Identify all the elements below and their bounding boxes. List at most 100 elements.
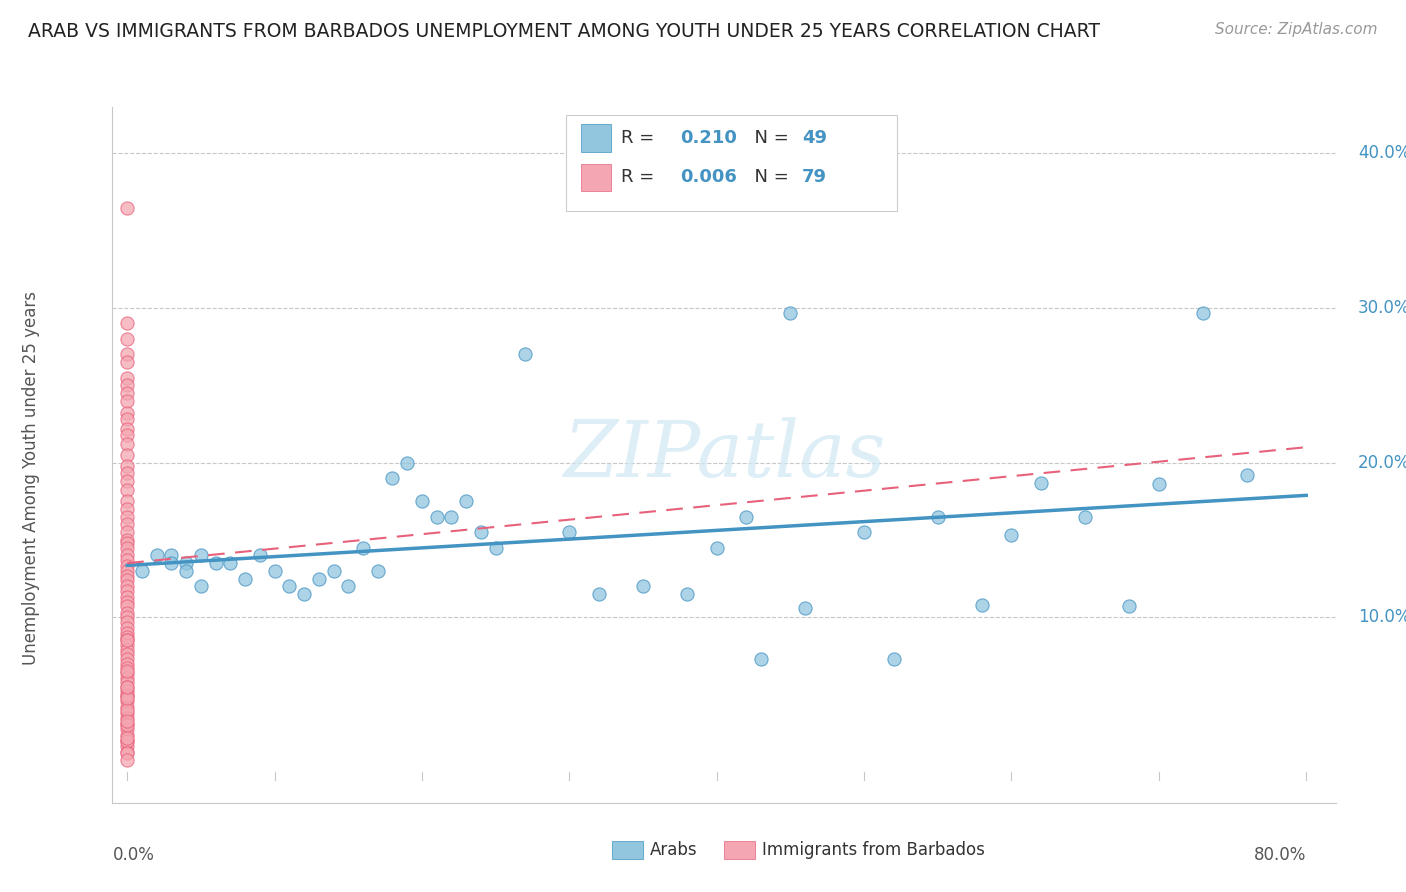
Point [115,201,138,215]
Point [322,564,344,578]
Text: 20.0%: 20.0% [1358,454,1406,472]
Point [115,509,138,524]
Text: 10.0%: 10.0% [1358,608,1406,626]
Point [470,525,492,540]
Point [749,652,772,666]
Point [160,549,183,563]
Point [927,509,949,524]
Point [1118,599,1140,614]
Point [115,731,138,745]
Point [115,584,138,599]
Point [115,422,138,436]
Point [115,706,138,720]
Text: Arabs: Arabs [650,841,697,859]
Text: Source: ZipAtlas.com: Source: ZipAtlas.com [1215,22,1378,37]
Point [337,579,360,593]
Point [278,579,301,593]
Point [115,427,138,442]
Point [513,347,536,361]
Point [456,494,478,508]
Point [115,406,138,420]
Point [115,332,138,346]
Point [115,680,138,694]
Point [115,739,138,753]
Point [190,579,212,593]
Point [115,568,138,582]
Text: 0.006: 0.006 [681,169,737,186]
Point [706,541,728,555]
Point [115,633,138,648]
Point [115,533,138,547]
Point [115,625,138,640]
Point [115,745,138,759]
Point [794,601,817,615]
Point [115,393,138,408]
Point [115,517,138,532]
Text: 0.0%: 0.0% [112,847,155,864]
Point [115,502,138,516]
Point [115,595,138,609]
Point [115,573,138,587]
Point [588,587,610,601]
Point [115,494,138,508]
Point [115,633,138,648]
Point [115,657,138,671]
Point [115,638,138,652]
Text: 80.0%: 80.0% [1254,847,1306,864]
Text: ZIPatlas: ZIPatlas [562,417,886,493]
Point [115,553,138,567]
Point [115,559,138,574]
Text: Unemployment Among Youth under 25 years: Unemployment Among Youth under 25 years [22,291,41,665]
Point [115,711,138,725]
Text: ARAB VS IMMIGRANTS FROM BARBADOS UNEMPLOYMENT AMONG YOUTH UNDER 25 YEARS CORRELA: ARAB VS IMMIGRANTS FROM BARBADOS UNEMPLO… [28,22,1099,41]
Point [115,621,138,635]
Text: 30.0%: 30.0% [1358,299,1406,317]
Point [115,606,138,620]
Point [160,556,183,570]
Point [115,355,138,369]
Point [115,610,138,624]
Point [381,471,404,485]
Point [115,690,138,705]
Point [115,694,138,708]
Point [115,717,138,731]
Point [1192,306,1215,320]
Point [115,688,138,702]
Point [115,467,138,481]
Text: 40.0%: 40.0% [1358,145,1406,162]
Point [115,536,138,550]
Point [631,579,654,593]
Text: 0.210: 0.210 [681,129,737,147]
Point [115,747,138,761]
Point [883,652,905,666]
Text: Immigrants from Barbados: Immigrants from Barbados [762,841,986,859]
Point [115,703,138,717]
Text: 79: 79 [803,169,827,186]
Point [115,722,138,736]
Point [115,590,138,604]
Point [426,509,449,524]
Point [115,648,138,662]
Point [115,386,138,401]
Point [735,509,758,524]
Point [115,665,138,680]
Point [115,458,138,473]
Point [115,541,138,555]
Point [115,474,138,488]
Point [1236,468,1258,483]
Point [115,734,138,748]
Point [308,572,330,586]
Point [115,412,138,426]
Point [219,556,242,570]
Point [1000,528,1022,542]
Point [115,671,138,685]
Point [1074,509,1097,524]
Point [115,564,138,578]
Point [115,615,138,629]
Point [485,541,508,555]
Point [1029,475,1052,490]
Point [115,689,138,703]
Point [204,556,226,570]
Text: N =: N = [744,129,794,147]
Point [115,718,138,732]
